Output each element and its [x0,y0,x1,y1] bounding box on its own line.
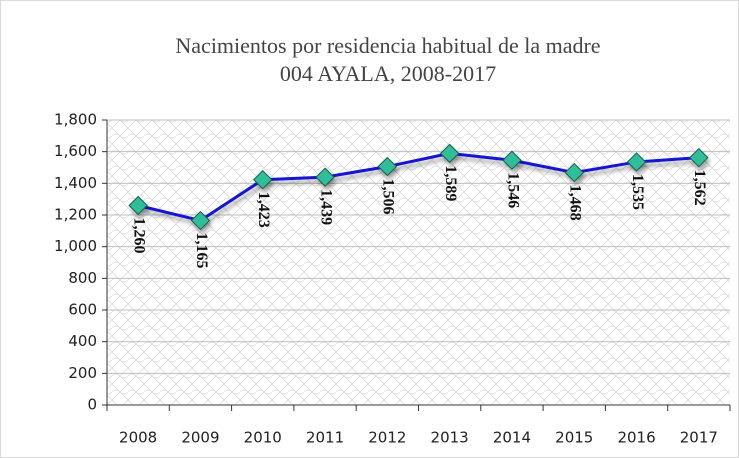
x-tick-label: 2016 [617,429,655,447]
data-label: 1,535 [629,174,646,210]
data-point [689,147,709,168]
y-tick-label: 0 [87,396,97,414]
series-line [137,151,699,223]
data-point [502,150,522,170]
x-tick-label: 2014 [493,429,531,447]
data-label: 1,589 [442,165,459,201]
y-tick-label: 1,200 [54,206,97,224]
x-tick-label: 2008 [119,429,157,447]
data-label: 1,165 [193,233,210,269]
y-tick-label: 400 [68,332,97,350]
data-label: 1,468 [567,185,584,221]
x-tick-label: 2013 [431,429,469,447]
data-point [253,169,273,190]
data-point [377,156,398,177]
y-tick-label: 200 [68,364,97,382]
data-point [626,152,647,172]
data-point [315,167,335,187]
x-tick-label: 2010 [244,429,282,447]
data-label: 1,506 [380,179,397,215]
plot-background [107,120,730,405]
data-point [190,210,211,231]
x-tick-label: 2011 [306,429,344,447]
data-label: 1,546 [504,172,521,208]
y-tick-label: 1,000 [54,237,97,255]
y-tick-label: 800 [68,269,97,287]
y-tick-label: 600 [68,301,97,319]
chart-subtitle: 004 AYALA, 2008-2017 [280,61,496,86]
chart-title: Nacimientos por residencia habitual de l… [175,33,600,58]
data-point [439,143,460,164]
y-tick-label: 1,800 [54,111,97,129]
x-tick-label: 2012 [368,429,406,447]
data-label: 1,439 [317,189,334,225]
x-tick-label: 2015 [555,429,593,447]
data-label: 1,562 [691,170,708,206]
x-tick-label: 2009 [181,429,219,447]
data-point [128,195,148,216]
y-tick-label: 1,400 [54,174,97,192]
data-label: 1,423 [255,192,272,228]
data-point [564,162,584,183]
x-tick-label: 2017 [680,429,718,447]
y-tick-label: 1,600 [54,142,97,160]
data-label: 1,260 [130,218,147,254]
